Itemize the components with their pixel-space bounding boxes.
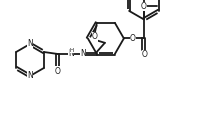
Text: O: O — [55, 66, 61, 76]
Text: O: O — [130, 34, 136, 43]
Text: H: H — [70, 47, 74, 53]
Text: O: O — [141, 2, 147, 11]
Text: O: O — [92, 32, 98, 41]
Text: N: N — [80, 49, 86, 59]
Text: N: N — [27, 40, 33, 49]
Text: N: N — [68, 49, 74, 59]
Text: O: O — [142, 50, 148, 59]
Text: N: N — [27, 72, 33, 80]
